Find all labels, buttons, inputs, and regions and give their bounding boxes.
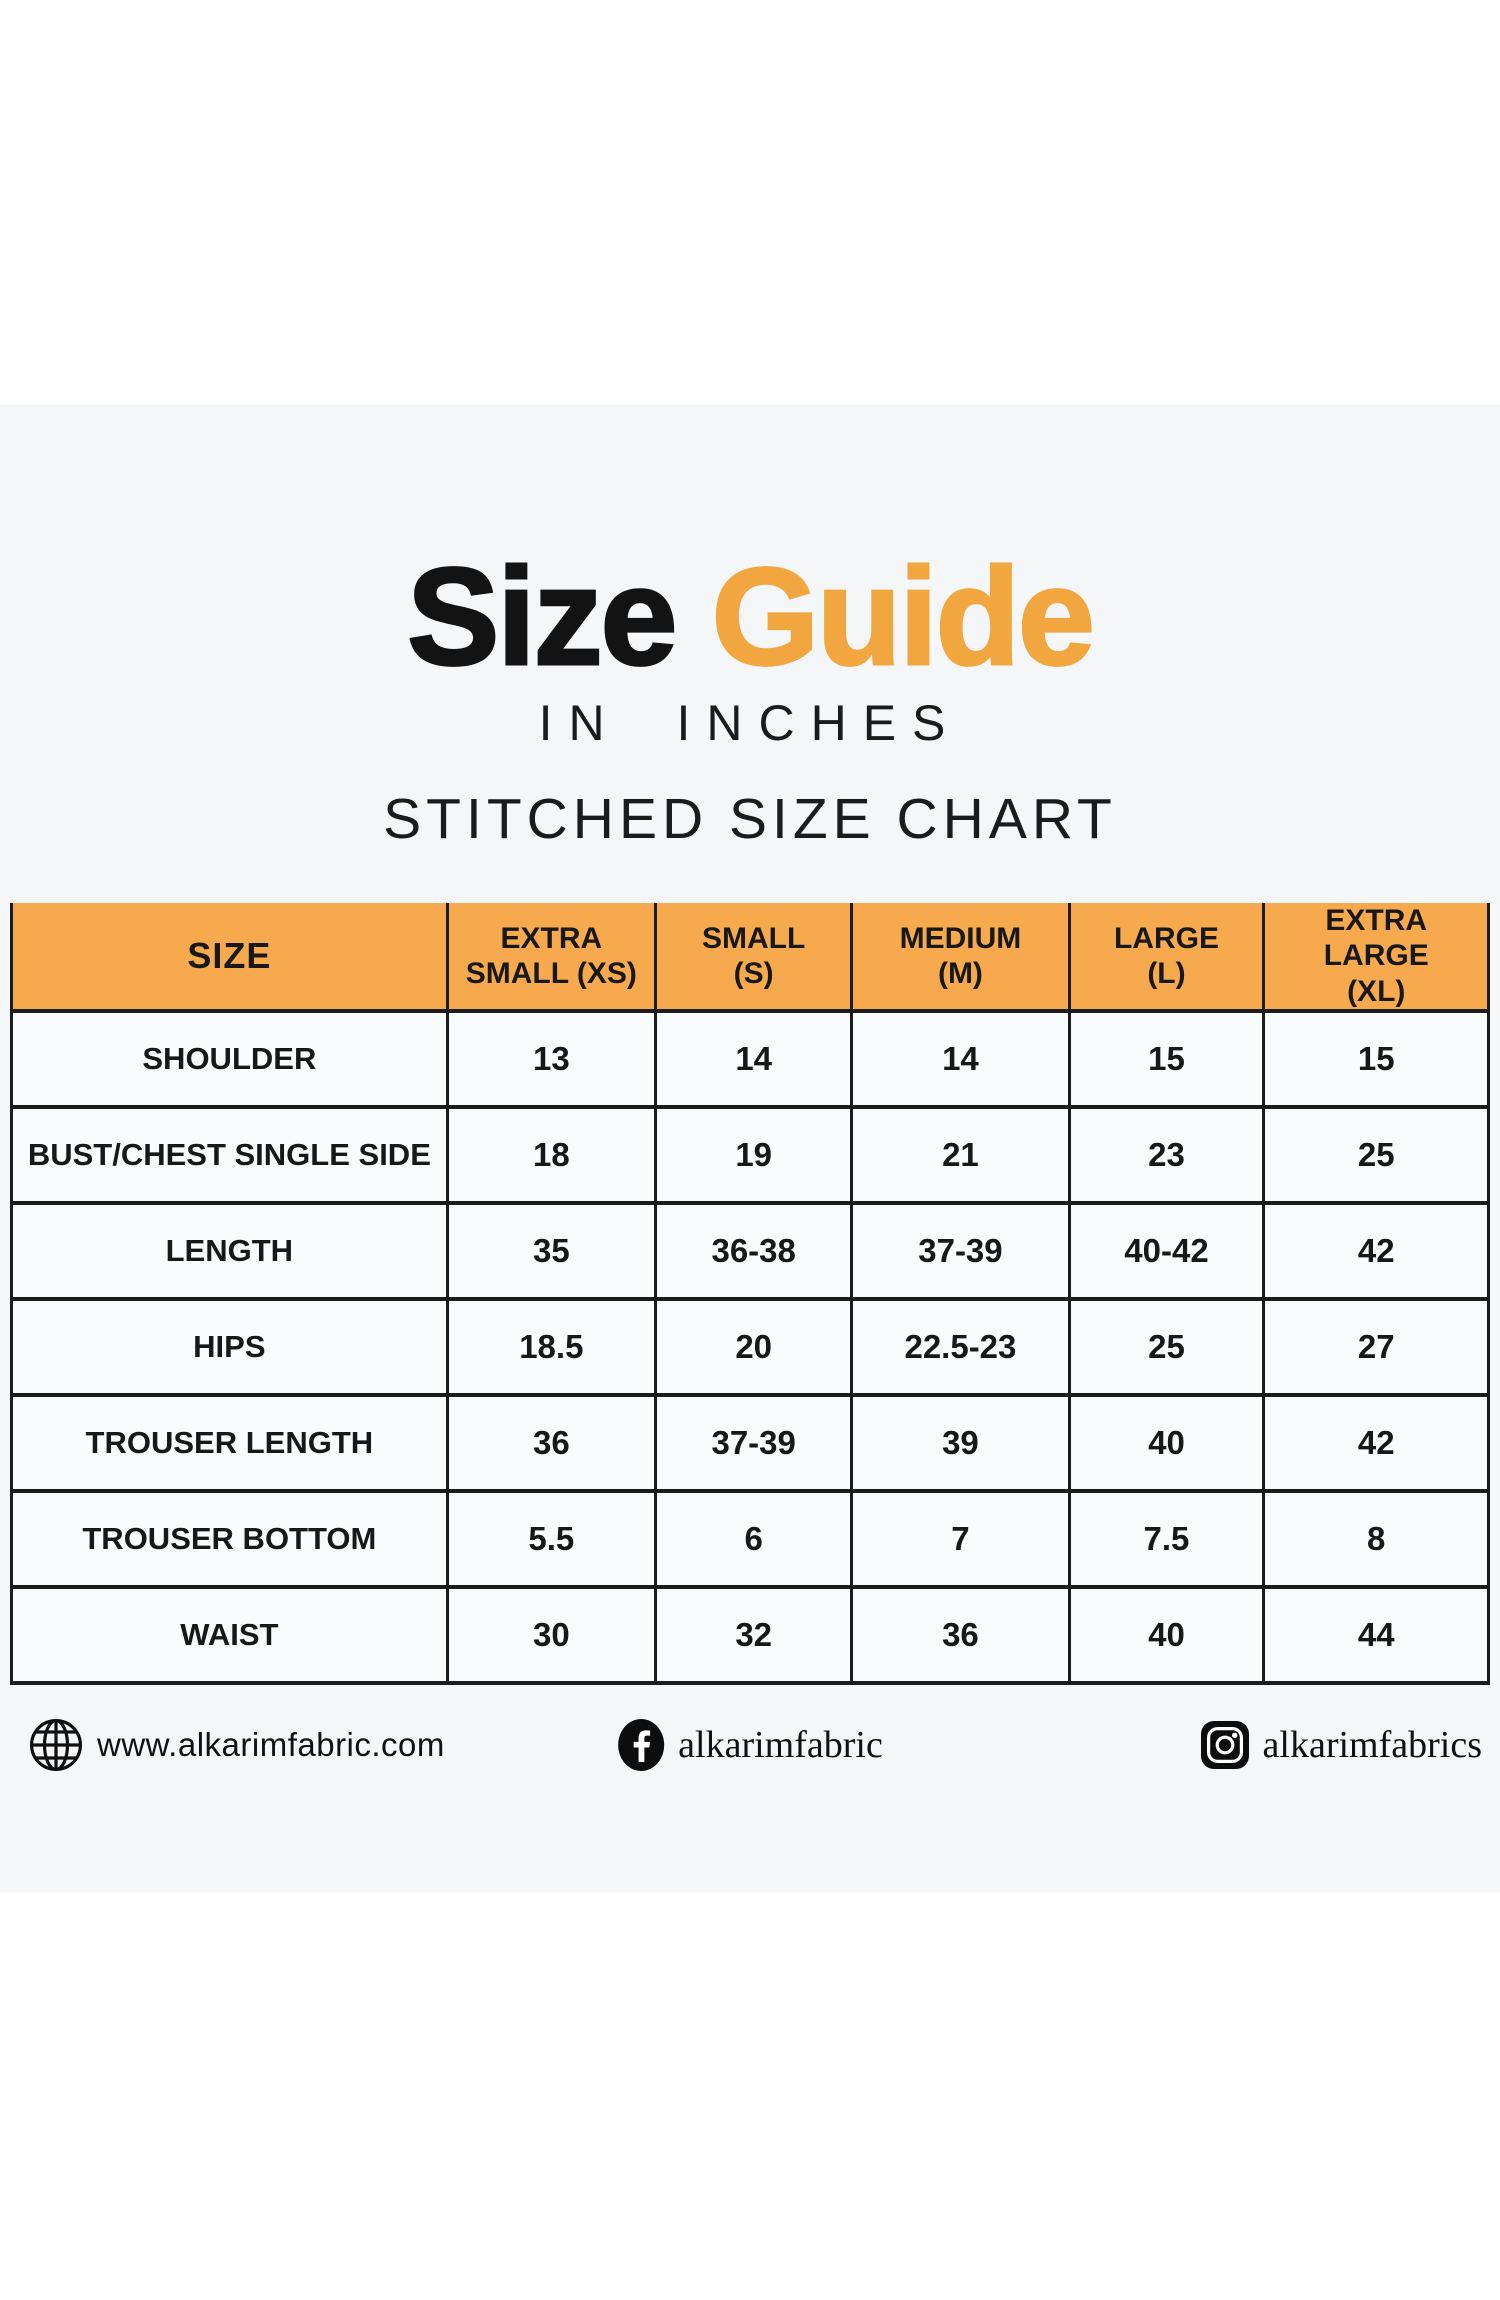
subtitle-in-inches: IN INCHES [538, 695, 962, 751]
table-header-row: SIZE EXTRA SMALL (XS) SMALL (S) MEDIUM (M) LARG… [10, 903, 1490, 1014]
row-label: LENGTH [10, 1201, 449, 1302]
size-value: 20 [653, 1297, 854, 1398]
size-value: 19 [653, 1105, 854, 1206]
table-row: SHOULDER 13 14 14 15 15 [10, 1009, 1490, 1110]
size-value: 21 [850, 1105, 1071, 1206]
size-value: 40-42 [1067, 1201, 1266, 1302]
row-label: SHOULDER [10, 1009, 449, 1110]
size-value: 32 [653, 1585, 854, 1686]
size-value: 36 [445, 1393, 657, 1494]
column-header-size: SIZE [10, 903, 449, 1014]
instagram-icon [1200, 1721, 1249, 1769]
row-label: HIPS [10, 1297, 449, 1398]
size-value: 18 [445, 1105, 657, 1206]
size-value: 40 [1067, 1393, 1266, 1494]
subtitle-stitched-size-chart: STITCHED SIZE CHART [383, 787, 1117, 851]
size-value: 5.5 [445, 1489, 657, 1590]
size-value: 7.5 [1067, 1489, 1266, 1590]
title-word-size: Size [406, 540, 679, 694]
row-label: BUST/CHEST SINGLE SIDE [10, 1105, 449, 1206]
size-value: 18.5 [445, 1297, 657, 1398]
table-row: WAIST 30 32 36 40 44 [10, 1585, 1490, 1686]
size-value: 37-39 [653, 1393, 854, 1494]
size-value: 15 [1067, 1009, 1266, 1110]
column-header: LARGE (L) [1067, 903, 1266, 1014]
size-value: 39 [850, 1393, 1071, 1494]
instagram-contact: alkarimfabrics [1200, 1710, 1482, 1780]
column-header: MEDIUM (M) [850, 903, 1071, 1014]
globe-icon [30, 1719, 82, 1771]
table-body: SHOULDER 13 14 14 15 15 BUST/CHEST SINGLE SIDE… [10, 1009, 1490, 1686]
size-value: 36-38 [653, 1201, 854, 1302]
size-value: 23 [1067, 1105, 1266, 1206]
size-value: 14 [653, 1009, 854, 1110]
size-value: 8 [1262, 1489, 1490, 1590]
size-value: 13 [445, 1009, 657, 1110]
row-label: WAIST [10, 1585, 449, 1686]
website-contact: www.alkarimfabric.com [28, 1710, 445, 1780]
size-value: 22.5-23 [850, 1297, 1071, 1398]
facebook-icon [618, 1719, 665, 1771]
row-label: TROUSER BOTTOM [10, 1489, 449, 1590]
footer: www.alkarimfabric.com alkarimfabric alka… [0, 1710, 1500, 1780]
facebook-contact: alkarimfabric [617, 1710, 883, 1780]
size-value: 14 [850, 1009, 1071, 1110]
title-space [675, 540, 711, 694]
table-row: TROUSER BOTTOM 5.5 6 7 7.5 8 [10, 1489, 1490, 1590]
facebook-handle: alkarimfabric [678, 1724, 883, 1766]
website-url: www.alkarimfabric.com [97, 1726, 445, 1763]
table-row: LENGTH 35 36-38 37-39 40-42 42 [10, 1201, 1490, 1302]
table-row: BUST/CHEST SINGLE SIDE 18 19 21 23 25 [10, 1105, 1490, 1206]
size-chart-table: SIZE EXTRA SMALL (XS) SMALL (S) MEDIUM (M) LARG… [10, 903, 1490, 1686]
size-value: 44 [1262, 1585, 1490, 1686]
table-row: HIPS 18.5 20 22.5-23 25 27 [10, 1297, 1490, 1398]
row-label: TROUSER LENGTH [10, 1393, 449, 1494]
instagram-handle: alkarimfabrics [1262, 1724, 1482, 1766]
size-value: 40 [1067, 1585, 1266, 1686]
size-value: 30 [445, 1585, 657, 1686]
size-value: 42 [1262, 1393, 1490, 1494]
size-value: 36 [850, 1585, 1071, 1686]
size-value: 6 [653, 1489, 854, 1590]
size-value: 37-39 [850, 1201, 1071, 1302]
page-title: Size Guide [0, 547, 1500, 688]
size-value: 25 [1262, 1105, 1490, 1206]
column-header: EXTRA SMALL (XS) [445, 903, 657, 1014]
size-value: 42 [1262, 1201, 1490, 1302]
size-value: 27 [1262, 1297, 1490, 1398]
column-header: SMALL (S) [653, 903, 854, 1014]
table-row: TROUSER LENGTH 36 37-39 39 40 42 [10, 1393, 1490, 1494]
size-value: 25 [1067, 1297, 1266, 1398]
column-header: EXTRA LARGE (XL) [1262, 903, 1490, 1014]
title-word-guide: Guide [710, 540, 1096, 694]
size-value: 15 [1262, 1009, 1490, 1110]
header-row: SIZE EXTRA SMALL (XS) SMALL (S) MEDIUM (M) LARG… [10, 903, 1490, 1014]
size-value: 7 [850, 1489, 1071, 1590]
size-value: 35 [445, 1201, 657, 1302]
